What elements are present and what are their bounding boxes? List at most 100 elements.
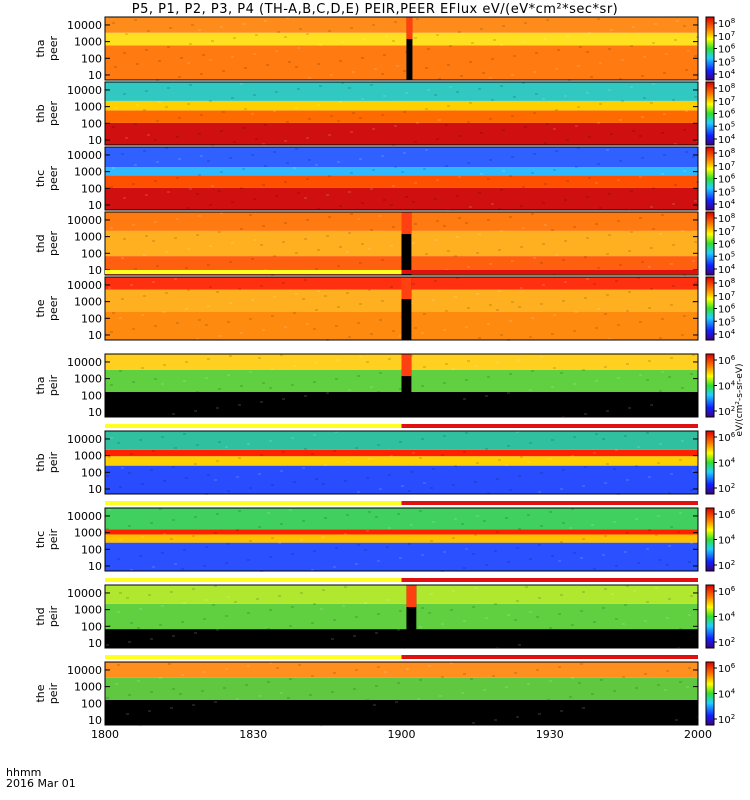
noise-pixel <box>346 292 349 294</box>
noise-pixel <box>524 126 527 128</box>
noise-pixel <box>498 208 501 210</box>
noise-pixel <box>672 244 675 246</box>
noise-pixel <box>375 632 378 634</box>
chart-title: P5, P1, P2, P3, P4 (TH-A,B,C,D,E) PEIR,P… <box>131 2 619 17</box>
y-axis-label: thd <box>34 607 47 625</box>
noise-pixel <box>465 548 468 550</box>
noise-pixel <box>114 107 117 109</box>
noise-pixel <box>370 333 373 335</box>
noise-pixel <box>172 413 175 415</box>
noise-pixel <box>326 235 329 237</box>
noise-pixel <box>370 188 373 190</box>
noise-pixel <box>639 321 642 323</box>
noise-pixel <box>119 370 122 372</box>
noise-pixel <box>403 111 406 113</box>
noise-pixel <box>231 242 234 244</box>
noise-pixel <box>249 487 252 489</box>
noise-pixel <box>571 677 574 679</box>
noise-pixel <box>271 484 274 486</box>
noise-pixel <box>194 463 197 465</box>
colorbar-tick-label: 104 <box>718 133 736 146</box>
noise-pixel <box>364 718 367 720</box>
noise-pixel <box>494 603 497 605</box>
noise-pixel <box>679 512 682 514</box>
y-tick-label: 1000 <box>74 166 102 179</box>
noise-pixel <box>150 522 153 524</box>
noise-pixel <box>632 26 635 28</box>
noise-pixel <box>203 671 206 673</box>
noise-pixel <box>266 64 269 66</box>
noise-pixel <box>260 454 263 456</box>
noise-pixel <box>333 450 336 452</box>
noise-pixel <box>425 149 428 151</box>
noise-pixel <box>595 433 598 435</box>
noise-pixel <box>450 662 453 664</box>
noise-pixel <box>432 521 435 523</box>
noise-pixel <box>126 713 129 715</box>
noise-pixel <box>586 51 589 53</box>
colorbar-tick-label: 102 <box>718 559 735 572</box>
noise-pixel <box>386 546 389 548</box>
noise-pixel <box>280 523 283 525</box>
noise-pixel <box>203 618 206 620</box>
noise-pixel <box>159 624 162 626</box>
noise-pixel <box>467 121 470 123</box>
noise-pixel <box>531 370 534 372</box>
noise-pixel <box>578 682 581 684</box>
colorbar <box>705 661 715 726</box>
noise-pixel <box>677 531 680 533</box>
noise-pixel <box>478 337 481 339</box>
noise-pixel <box>478 192 481 194</box>
noise-pixel <box>158 101 161 103</box>
noise-pixel <box>388 358 391 360</box>
noise-pixel <box>377 560 380 562</box>
noise-pixel <box>178 158 181 160</box>
noise-pixel <box>405 92 408 94</box>
noise-pixel <box>652 83 655 85</box>
noise-pixel <box>410 524 413 526</box>
noise-pixel <box>527 514 530 516</box>
noise-pixel <box>278 542 281 544</box>
noise-pixel <box>511 301 514 303</box>
noise-pixel <box>613 521 616 523</box>
noise-pixel <box>264 20 267 22</box>
y-tick-label: 10000 <box>67 664 102 677</box>
noise-pixel <box>467 162 470 164</box>
noise-pixel <box>335 547 338 549</box>
noise-pixel <box>692 260 695 262</box>
noise-pixel <box>511 115 514 117</box>
spectrogram-band <box>105 187 698 210</box>
colorbar-tick-label: 107 <box>718 95 735 108</box>
quality-bar <box>105 501 402 505</box>
noise-pixel <box>297 192 300 194</box>
noise-pixel <box>617 179 620 181</box>
noise-pixel <box>377 391 380 393</box>
noise-pixel <box>357 544 360 546</box>
noise-pixel <box>397 513 400 515</box>
noise-pixel <box>447 250 450 252</box>
noise-pixel <box>331 638 334 640</box>
noise-pixel <box>425 67 428 69</box>
noise-pixel <box>260 285 263 287</box>
noise-pixel <box>339 101 342 103</box>
noise-pixel <box>165 408 168 410</box>
noise-pixel <box>313 328 316 330</box>
noise-pixel <box>218 441 221 443</box>
noise-pixel <box>344 480 347 482</box>
time-format-label: hhmm <box>6 766 42 779</box>
y-tick-label: 10000 <box>67 356 102 369</box>
noise-pixel <box>123 52 126 54</box>
noise-pixel <box>295 66 298 68</box>
noise-pixel <box>333 672 336 674</box>
colorbar-tick-label: 106 <box>718 662 736 675</box>
noise-pixel <box>613 468 616 470</box>
noise-pixel <box>496 362 499 364</box>
spectrogram-band <box>105 45 698 80</box>
noise-pixel <box>551 439 554 441</box>
noise-pixel <box>361 243 364 245</box>
noise-pixel <box>174 394 177 396</box>
noise-pixel <box>560 710 563 712</box>
noise-pixel <box>560 488 563 490</box>
noise-pixel <box>275 195 278 197</box>
noise-pixel <box>284 181 287 183</box>
